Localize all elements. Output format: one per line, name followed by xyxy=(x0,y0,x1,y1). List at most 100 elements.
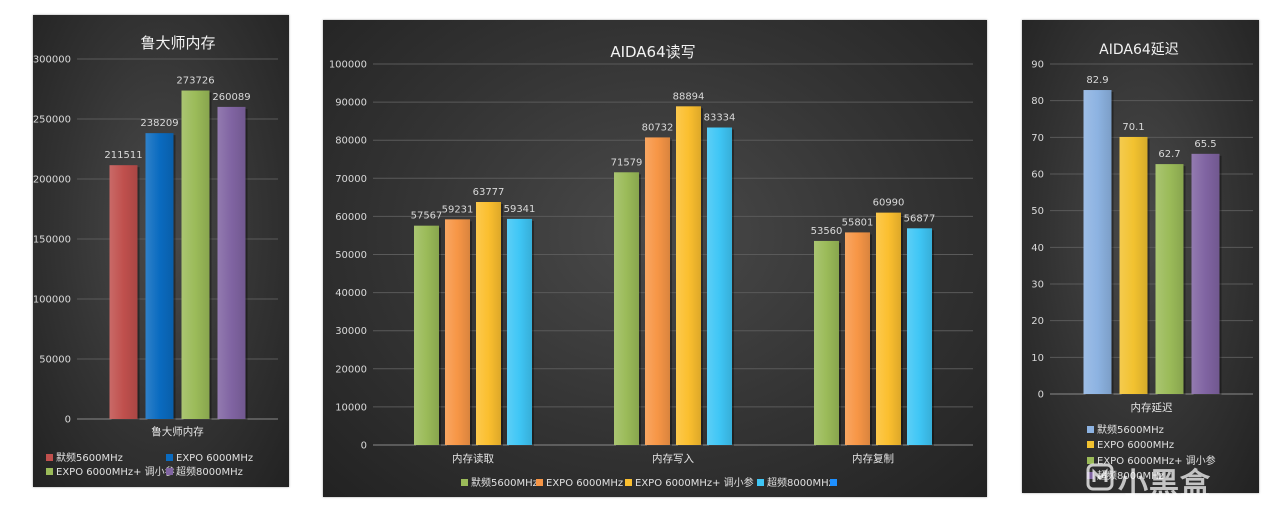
watermark-logo-icon xyxy=(1086,463,1114,491)
y-tick-label: 10000 xyxy=(335,402,367,413)
category-label: 内存延迟 xyxy=(1131,401,1173,414)
y-tick-label: 0 xyxy=(1038,390,1044,401)
y-tick-label: 100000 xyxy=(33,295,71,306)
y-tick-label: 100000 xyxy=(329,60,367,71)
legend-swatch xyxy=(46,468,53,475)
legend-swatch xyxy=(166,468,173,475)
data-label: 53560 xyxy=(811,226,843,237)
category-label: 内存写入 xyxy=(652,452,694,465)
data-label: 59231 xyxy=(442,204,474,215)
y-tick-label: 90 xyxy=(1031,60,1044,71)
y-tick-label: 30000 xyxy=(335,326,367,337)
bar-1-0 xyxy=(445,219,470,445)
legend-swatch xyxy=(461,479,468,486)
chart-aida64-read-write: AIDA64读写 0 10000 20000 30000 40000 50000 60000 7… xyxy=(329,43,973,489)
data-label: 62.7 xyxy=(1158,149,1180,160)
data-label: 55801 xyxy=(842,217,874,228)
chart-title: AIDA64读写 xyxy=(610,43,695,61)
data-label: 70.1 xyxy=(1122,122,1144,133)
bar-0-0 xyxy=(414,225,439,445)
y-tick-label: 40 xyxy=(1031,243,1044,254)
bar-3-0 xyxy=(217,106,246,420)
bar-3-1 xyxy=(707,127,732,445)
bar-2-1 xyxy=(676,106,701,446)
legend-swatch xyxy=(46,454,53,461)
bar-3-0 xyxy=(507,218,532,445)
legend-label: 默频5600MHz xyxy=(56,451,123,464)
bar-0-0 xyxy=(109,165,138,419)
category-label: 内存复制 xyxy=(852,452,894,465)
data-label: 82.9 xyxy=(1086,75,1108,86)
bar-2-0 xyxy=(1155,164,1184,394)
legend-label: 超频8000MHz xyxy=(767,476,834,489)
chart-panel-aida-latency: AIDA64延迟 0 10 20 30 40 50 60 70 80 90 82.9 70.1 62.7 6… xyxy=(1022,20,1259,493)
watermark-text: 小黑盒 xyxy=(1118,467,1211,502)
bar-1-0 xyxy=(145,133,174,419)
bar-0-2 xyxy=(814,240,839,445)
bar-1-1 xyxy=(645,137,670,445)
chart-panel-ludashi: 鲁大师内存 0 50000 100000 150000 200000 250000 30000… xyxy=(33,15,289,487)
legend-swatch-extra xyxy=(830,479,837,486)
legend-swatch xyxy=(757,479,764,486)
data-label: 238209 xyxy=(140,118,178,129)
chart-ludashi-memory: 鲁大师内存 0 50000 100000 150000 200000 250000 30000… xyxy=(33,34,278,478)
y-tick-label: 50000 xyxy=(39,355,71,366)
legend-label: EXPO 6000MHz+ 调小参 xyxy=(1097,454,1216,467)
legend-label: EXPO 6000MHz xyxy=(176,453,253,464)
legend-label: 默频5600MHz xyxy=(471,476,538,489)
category-label: 内存读取 xyxy=(452,452,494,465)
chart-title: 鲁大师内存 xyxy=(140,34,215,52)
bar-3-2 xyxy=(907,228,932,445)
data-label: 273726 xyxy=(176,76,214,87)
legend-swatch xyxy=(536,479,543,486)
bar-1-0 xyxy=(1119,136,1148,394)
legend-swatch xyxy=(625,479,632,486)
data-label: 260089 xyxy=(212,92,250,103)
data-label: 60990 xyxy=(873,198,905,209)
data-label: 83334 xyxy=(704,112,736,123)
data-label: 80732 xyxy=(642,122,674,133)
legend-label: EXPO 6000MHz xyxy=(546,478,623,489)
y-tick-label: 80 xyxy=(1031,96,1044,107)
data-label: 63777 xyxy=(473,187,505,198)
legend-swatch xyxy=(1087,426,1094,433)
chart-aida64-latency: AIDA64延迟 0 10 20 30 40 50 60 70 80 90 82.9 70.1 62.7 6… xyxy=(1031,42,1253,482)
y-tick-label: 20000 xyxy=(335,364,367,375)
legend-label: 超频8000MHz xyxy=(176,465,243,478)
y-tick-label: 90000 xyxy=(335,98,367,109)
chart-title: AIDA64延迟 xyxy=(1099,42,1179,58)
bar-1-2 xyxy=(845,232,870,445)
y-tick-label: 10 xyxy=(1031,353,1044,364)
legend-label: EXPO 6000MHz+ 调小参 xyxy=(635,476,754,489)
data-label: 59341 xyxy=(504,204,536,215)
legend-label: 超频8000MHz xyxy=(1097,469,1164,482)
y-tick-label: 30 xyxy=(1031,280,1044,291)
y-tick-label: 300000 xyxy=(33,55,71,66)
y-tick-label: 60000 xyxy=(335,212,367,223)
y-tick-label: 50 xyxy=(1031,206,1044,217)
y-tick-label: 60 xyxy=(1031,170,1044,181)
legend-label: 默频5600MHz xyxy=(1097,423,1164,436)
legend-label: EXPO 6000MHz xyxy=(1097,440,1174,451)
y-tick-label: 250000 xyxy=(33,115,71,126)
legend-swatch xyxy=(166,454,173,461)
y-tick-label: 70 xyxy=(1031,133,1044,144)
y-tick-label: 0 xyxy=(361,441,367,452)
category-label: 鲁大师内存 xyxy=(151,425,204,438)
bar-2-2 xyxy=(876,212,901,445)
y-tick-label: 0 xyxy=(65,415,71,426)
legend-swatch xyxy=(1087,441,1094,448)
data-label: 71579 xyxy=(611,157,643,168)
data-label: 211511 xyxy=(104,150,142,161)
y-tick-label: 150000 xyxy=(33,235,71,246)
chart-panel-aida-rw: AIDA64读写 0 10000 20000 30000 40000 50000 60000 7… xyxy=(323,20,987,497)
bar-0-1 xyxy=(614,172,639,446)
data-label: 57567 xyxy=(411,211,443,222)
y-tick-label: 50000 xyxy=(335,250,367,261)
bar-2-0 xyxy=(476,202,501,445)
legend-swatch xyxy=(1087,457,1094,464)
legend-swatch xyxy=(1087,472,1094,479)
data-label: 88894 xyxy=(673,91,705,102)
bar-3-0 xyxy=(1191,153,1220,394)
y-tick-label: 80000 xyxy=(335,136,367,147)
